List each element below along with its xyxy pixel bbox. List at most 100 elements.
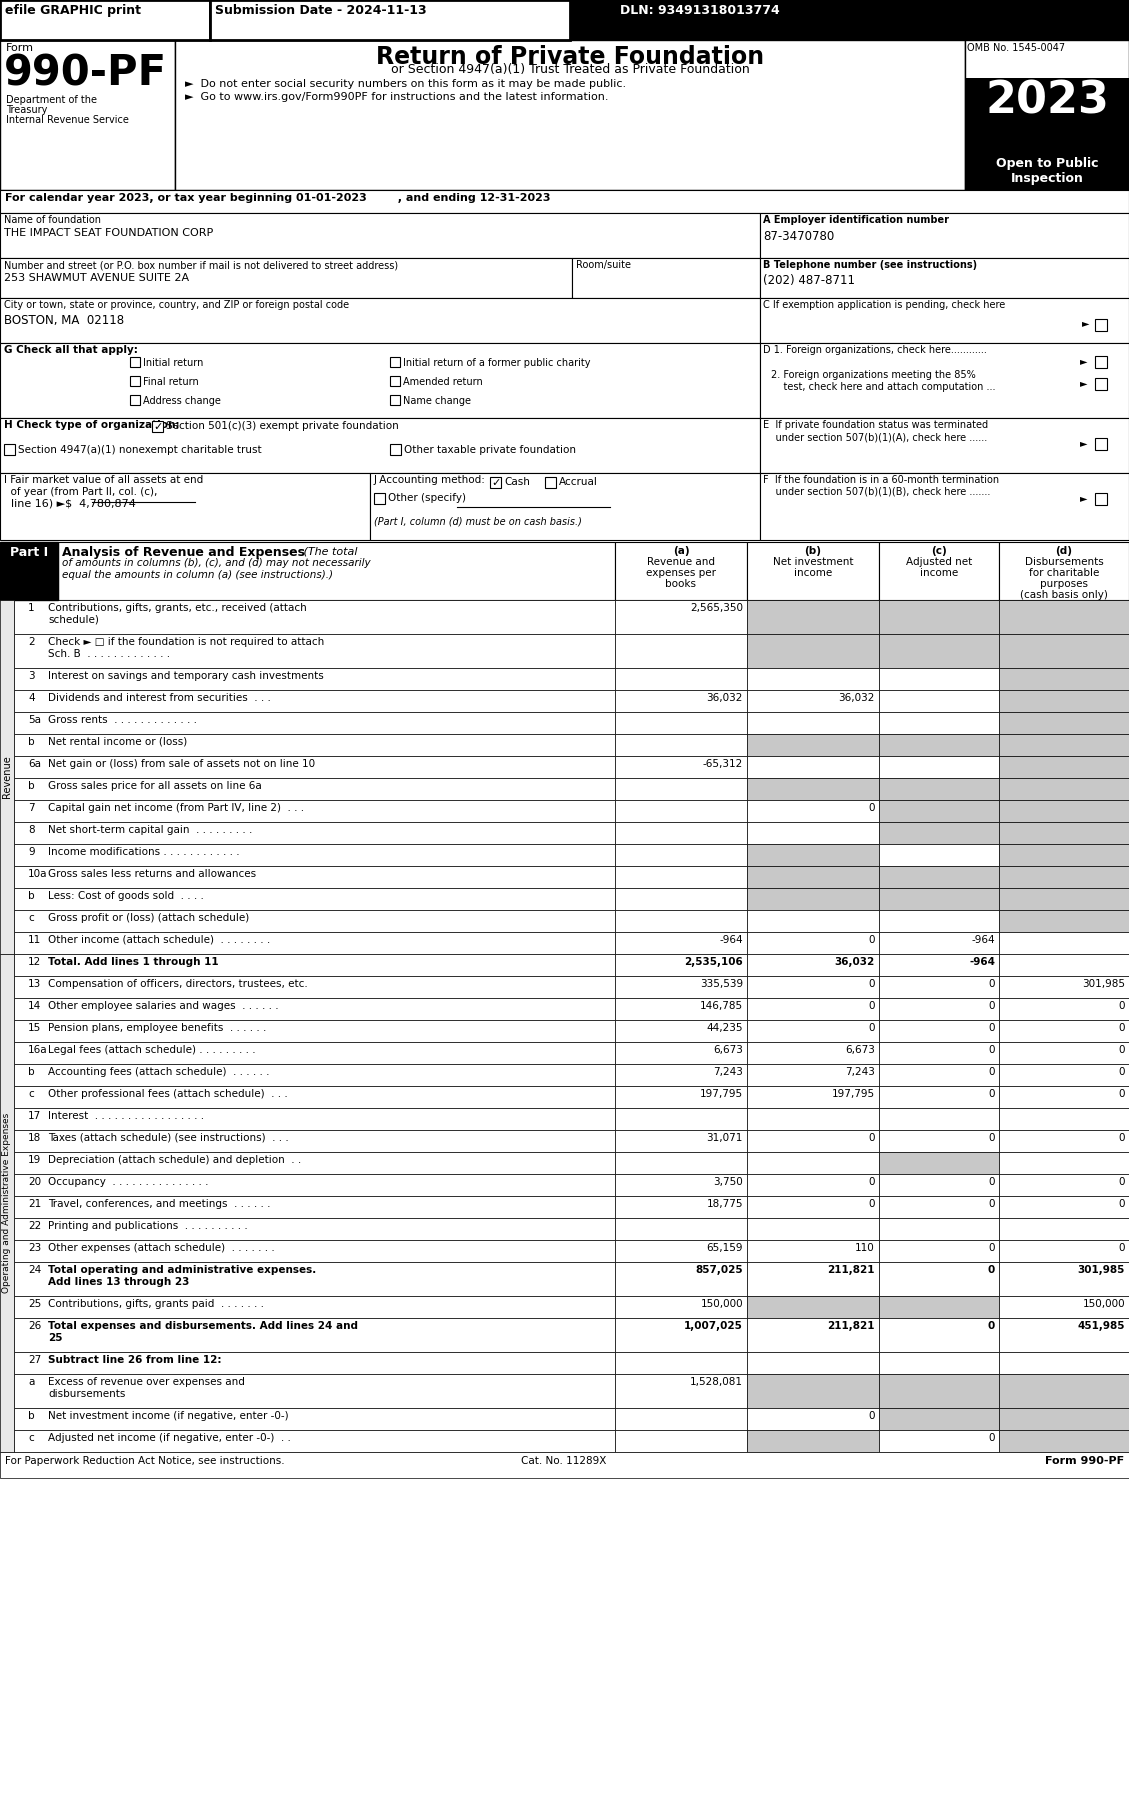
Text: 0: 0 <box>989 978 995 989</box>
Text: under section 507(b)(1)(B), check here .......: under section 507(b)(1)(B), check here .… <box>763 487 990 496</box>
Bar <box>545 476 555 487</box>
Bar <box>879 867 999 888</box>
Bar <box>965 153 1129 191</box>
Text: City or town, state or province, country, and ZIP or foreign postal code: City or town, state or province, country… <box>5 300 349 309</box>
Text: 451,985: 451,985 <box>1077 1322 1124 1331</box>
Text: 13: 13 <box>28 978 42 989</box>
Text: Sch. B  . . . . . . . . . . . . .: Sch. B . . . . . . . . . . . . . <box>49 649 170 660</box>
Text: 9: 9 <box>28 847 35 858</box>
Bar <box>747 1352 879 1374</box>
Bar <box>615 1296 747 1318</box>
Text: 44,235: 44,235 <box>707 1023 743 1034</box>
Text: Adjusted net: Adjusted net <box>905 557 972 566</box>
Text: -964: -964 <box>719 935 743 946</box>
Text: test, check here and attach computation ...: test, check here and attach computation … <box>771 381 996 392</box>
Bar <box>879 1217 999 1241</box>
Text: Less: Cost of goods sold  . . . .: Less: Cost of goods sold . . . . <box>49 892 204 901</box>
Text: Disbursements: Disbursements <box>1025 557 1103 566</box>
Text: 0: 0 <box>868 1411 875 1420</box>
Text: disbursements: disbursements <box>49 1390 125 1399</box>
Bar <box>0 541 58 601</box>
Text: 0: 0 <box>988 1322 995 1331</box>
Text: Pension plans, employee benefits  . . . . . .: Pension plans, employee benefits . . . .… <box>49 1023 266 1034</box>
Text: Contributions, gifts, grants paid  . . . . . . .: Contributions, gifts, grants paid . . . … <box>49 1298 264 1309</box>
Bar <box>130 396 140 405</box>
Bar <box>615 1108 747 1129</box>
Text: 0: 0 <box>868 1178 875 1187</box>
Text: Occupancy  . . . . . . . . . . . . . . .: Occupancy . . . . . . . . . . . . . . . <box>49 1178 209 1187</box>
Text: 6,673: 6,673 <box>714 1045 743 1055</box>
Bar <box>615 1196 747 1217</box>
Text: Capital gain net income (from Part IV, line 2)  . . .: Capital gain net income (from Part IV, l… <box>49 804 304 813</box>
Bar <box>0 0 1129 40</box>
Text: 7,243: 7,243 <box>846 1066 875 1077</box>
Bar <box>747 734 879 755</box>
Text: 1,007,025: 1,007,025 <box>684 1322 743 1331</box>
Bar <box>879 1429 999 1453</box>
Text: 0: 0 <box>1119 1023 1124 1034</box>
Bar <box>615 1429 747 1453</box>
Bar <box>879 910 999 931</box>
Text: 0: 0 <box>989 1242 995 1253</box>
Text: 18,775: 18,775 <box>707 1199 743 1208</box>
Bar <box>879 976 999 998</box>
Text: income: income <box>920 568 959 577</box>
Text: Open to Public: Open to Public <box>996 156 1099 171</box>
Text: 87-3470780: 87-3470780 <box>763 230 834 243</box>
Bar <box>879 822 999 843</box>
Text: ►: ► <box>1080 439 1087 448</box>
Text: Other expenses (attach schedule)  . . . . . . .: Other expenses (attach schedule) . . . .… <box>49 1242 274 1253</box>
Text: 2023: 2023 <box>986 79 1109 122</box>
Text: Other taxable private foundation: Other taxable private foundation <box>404 444 576 455</box>
Bar <box>999 755 1129 779</box>
Bar <box>130 376 140 387</box>
Bar <box>615 1043 747 1064</box>
Text: Adjusted net income (if negative, enter -0-)  . .: Adjusted net income (if negative, enter … <box>49 1433 291 1444</box>
Bar <box>999 1086 1129 1108</box>
Text: Inspection: Inspection <box>1010 173 1084 185</box>
Bar <box>14 669 615 690</box>
Text: Total expenses and disbursements. Add lines 24 and: Total expenses and disbursements. Add li… <box>49 1322 358 1331</box>
Text: Number and street (or P.O. box number if mail is not delivered to street address: Number and street (or P.O. box number if… <box>5 261 399 270</box>
Text: THE IMPACT SEAT FOUNDATION CORP: THE IMPACT SEAT FOUNDATION CORP <box>5 228 213 237</box>
Text: Part I: Part I <box>10 547 49 559</box>
Text: Accounting fees (attach schedule)  . . . . . .: Accounting fees (attach schedule) . . . … <box>49 1066 270 1077</box>
Text: 0: 0 <box>868 978 875 989</box>
Bar <box>999 888 1129 910</box>
Bar <box>1095 356 1108 369</box>
Bar <box>999 910 1129 931</box>
Text: 0: 0 <box>1119 1133 1124 1144</box>
Bar <box>760 298 1129 343</box>
Bar <box>14 1019 615 1043</box>
Text: (b): (b) <box>805 547 822 556</box>
Bar <box>747 1429 879 1453</box>
Bar <box>14 1217 615 1241</box>
Bar <box>879 1241 999 1262</box>
Bar <box>615 955 747 976</box>
Text: books: books <box>665 579 697 590</box>
Bar <box>615 755 747 779</box>
Bar <box>490 476 501 487</box>
Bar <box>879 601 999 635</box>
Bar <box>879 800 999 822</box>
Text: Total. Add lines 1 through 11: Total. Add lines 1 through 11 <box>49 957 219 967</box>
Text: 857,025: 857,025 <box>695 1266 743 1275</box>
Bar <box>999 779 1129 800</box>
Bar <box>747 976 879 998</box>
Bar <box>879 998 999 1019</box>
Text: 4: 4 <box>28 692 35 703</box>
Bar <box>615 1241 747 1262</box>
Bar <box>999 1153 1129 1174</box>
Text: 7,243: 7,243 <box>714 1066 743 1077</box>
Text: 3: 3 <box>28 671 35 681</box>
Bar <box>760 473 1129 539</box>
Text: a: a <box>28 1377 34 1386</box>
Text: Add lines 13 through 23: Add lines 13 through 23 <box>49 1277 190 1287</box>
Bar <box>879 888 999 910</box>
Bar <box>879 541 999 601</box>
Bar <box>14 1108 615 1129</box>
Bar <box>879 1352 999 1374</box>
Text: equal the amounts in column (a) (see instructions).): equal the amounts in column (a) (see ins… <box>62 570 333 581</box>
Text: 0: 0 <box>868 1023 875 1034</box>
Bar <box>999 1352 1129 1374</box>
